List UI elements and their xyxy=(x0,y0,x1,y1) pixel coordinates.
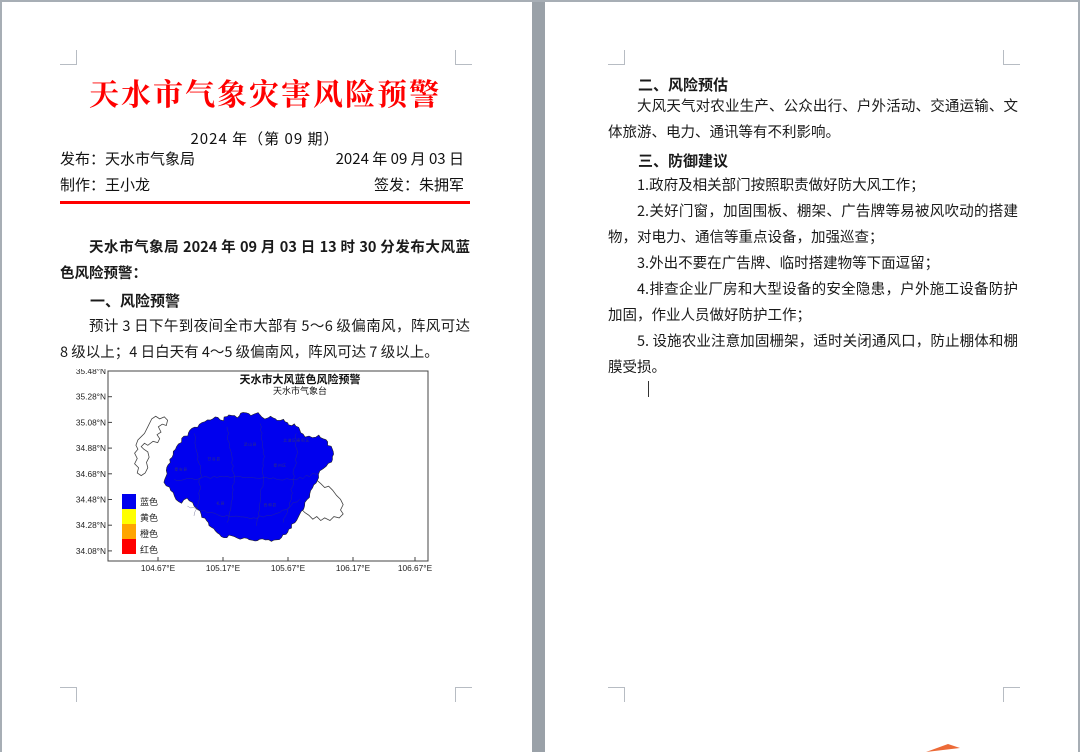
svg-text:甘 谷 县: 甘 谷 县 xyxy=(208,456,221,462)
svg-text:35.28°N: 35.28°N xyxy=(76,392,106,402)
svg-text:红色: 红色 xyxy=(140,543,158,556)
svg-text:104.67°E: 104.67°E xyxy=(141,563,176,573)
svg-text:天水市气象台: 天水市气象台 xyxy=(273,384,327,397)
svg-text:105.17°E: 105.17°E xyxy=(206,563,241,573)
svg-text:西 和 县: 西 和 县 xyxy=(264,502,277,508)
svg-text:106.17°E: 106.17°E xyxy=(336,563,371,573)
svg-text:105.67°E: 105.67°E xyxy=(271,563,306,573)
svg-text:武 山 县: 武 山 县 xyxy=(244,441,257,447)
svg-text:34.88°N: 34.88°N xyxy=(76,443,106,453)
svg-text:35.08°N: 35.08°N xyxy=(76,417,106,427)
svg-text:礼 县: 礼 县 xyxy=(216,501,224,507)
svg-text:35.48°N: 35.48°N xyxy=(76,369,106,376)
svg-text:34.68°N: 34.68°N xyxy=(76,469,106,479)
svg-text:106.67°E: 106.67°E xyxy=(398,563,433,573)
svg-text:秦 安 县: 秦 安 县 xyxy=(175,466,188,472)
svg-text:34.28°N: 34.28°N xyxy=(76,520,106,530)
svg-text:34.48°N: 34.48°N xyxy=(76,495,106,505)
svg-text:秦 州 区: 秦 州 区 xyxy=(274,462,287,468)
svg-text:黄色: 黄色 xyxy=(140,511,158,524)
svg-text:蓝色: 蓝色 xyxy=(140,495,158,508)
svg-text:橙色: 橙色 xyxy=(140,527,158,540)
svg-text:北 道 区 麦 积 区: 北 道 区 麦 积 区 xyxy=(283,437,309,443)
svg-text:34.08°N: 34.08°N xyxy=(76,546,106,556)
